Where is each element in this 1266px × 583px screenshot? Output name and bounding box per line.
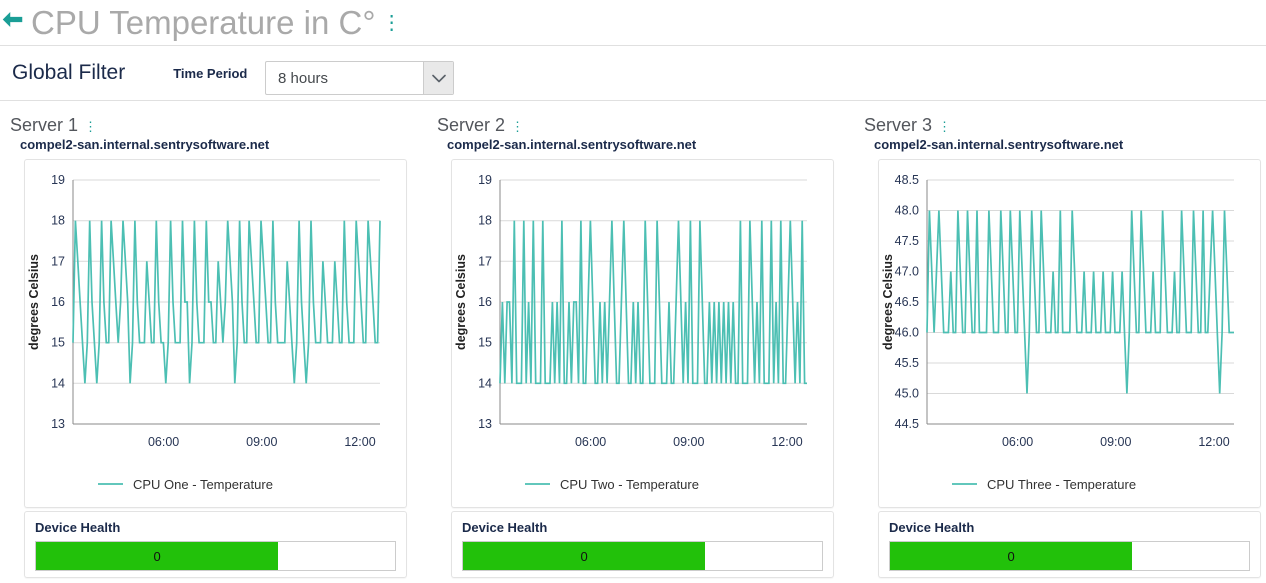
- svg-text:17: 17: [478, 254, 492, 268]
- svg-text:14: 14: [478, 376, 492, 390]
- svg-text:16: 16: [51, 295, 65, 309]
- svg-text:18: 18: [478, 214, 492, 228]
- svg-text:18: 18: [51, 214, 65, 228]
- svg-text:06:00: 06:00: [575, 435, 606, 449]
- svg-text:CPU One - Temperature: CPU One - Temperature: [133, 477, 273, 492]
- svg-text:09:00: 09:00: [673, 435, 704, 449]
- svg-text:15: 15: [51, 336, 65, 350]
- svg-text:06:00: 06:00: [1002, 435, 1033, 449]
- svg-text:degrees Celsius: degrees Celsius: [454, 254, 468, 350]
- svg-text:12:00: 12:00: [1198, 435, 1229, 449]
- svg-text:46.0: 46.0: [895, 326, 919, 340]
- svg-text:13: 13: [478, 417, 492, 431]
- svg-text:16: 16: [478, 295, 492, 309]
- svg-text:12:00: 12:00: [771, 435, 802, 449]
- svg-text:15: 15: [478, 336, 492, 350]
- svg-text:46.5: 46.5: [895, 295, 919, 309]
- svg-text:44.5: 44.5: [895, 417, 919, 431]
- svg-text:45.0: 45.0: [895, 387, 919, 401]
- svg-text:09:00: 09:00: [246, 435, 277, 449]
- svg-text:19: 19: [478, 173, 492, 187]
- svg-text:17: 17: [51, 254, 65, 268]
- svg-text:CPU Two - Temperature: CPU Two - Temperature: [560, 477, 699, 492]
- svg-text:48.5: 48.5: [895, 173, 919, 187]
- svg-text:12:00: 12:00: [344, 435, 375, 449]
- svg-text:degrees Celsius: degrees Celsius: [881, 254, 895, 350]
- svg-text:19: 19: [51, 173, 65, 187]
- svg-text:47.0: 47.0: [895, 265, 919, 279]
- svg-text:14: 14: [51, 376, 65, 390]
- svg-text:13: 13: [51, 417, 65, 431]
- svg-text:09:00: 09:00: [1100, 435, 1131, 449]
- svg-text:06:00: 06:00: [148, 435, 179, 449]
- svg-text:45.5: 45.5: [895, 356, 919, 370]
- svg-text:degrees Celsius: degrees Celsius: [27, 254, 41, 350]
- svg-text:48.0: 48.0: [895, 204, 919, 218]
- svg-text:CPU Three - Temperature: CPU Three - Temperature: [987, 477, 1136, 492]
- svg-text:47.5: 47.5: [895, 234, 919, 248]
